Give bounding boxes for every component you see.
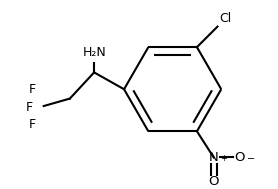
Text: O: O: [235, 151, 245, 164]
Text: Cl: Cl: [219, 12, 232, 25]
Text: F: F: [29, 118, 36, 131]
Text: N: N: [209, 151, 219, 164]
Text: −: −: [247, 154, 255, 164]
Text: +: +: [220, 154, 227, 163]
Text: O: O: [208, 175, 219, 188]
Text: H₂N: H₂N: [82, 46, 106, 59]
Text: F: F: [25, 101, 33, 114]
Text: F: F: [29, 83, 36, 96]
